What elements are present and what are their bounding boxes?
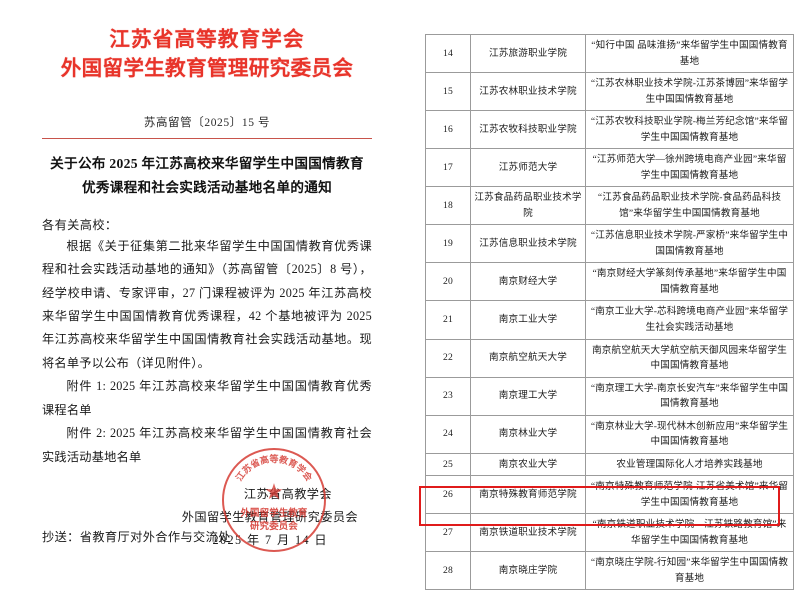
education-base-name-cell: “江苏信息职业技术学院-严家桥”来华留学生中国国情教育基地	[585, 224, 794, 264]
org-title-line-2: 外国留学生教育管理研究委员会	[60, 58, 354, 81]
education-base-name-cell: “南京林业大学-现代林木创新应用”来华留学生中国国情教育基地	[585, 414, 794, 454]
attachment-table-pane: 14 江苏旅游职业学院 “知行中国 品味淮扬”来华留学生中国国情教育基地 15 江苏农林…	[418, 0, 799, 600]
row-index-cell: 21	[425, 300, 471, 340]
education-base-name-cell: “知行中国 品味淮扬”来华留学生中国国情教育基地	[585, 33, 794, 74]
row-index-cell: 24	[425, 414, 471, 454]
red-divider-rule	[42, 138, 372, 140]
signature-line-1: 江苏省高教学会	[243, 487, 332, 501]
row-index-cell: 26	[425, 475, 471, 515]
education-base-name-cell: “江苏农林职业技术学院-江苏茶博园”来华留学生中国国情教育基地	[585, 72, 794, 112]
table-body: 14 江苏旅游职业学院 “知行中国 品味淮扬”来华留学生中国国情教育基地 15 江苏农林…	[425, 33, 794, 591]
institution-name-cell: 江苏信息职业技术学院	[470, 224, 586, 264]
table-row: 21 南京工业大学 “南京工业大学-芯科跨境电商产业园”来华留学生社会实践活动基地	[425, 300, 794, 340]
notice-title-line-1: 关于公布 2025 年江苏高校来华留学生中国国情教育	[50, 156, 364, 172]
table-row: 22 南京航空航天大学 南京航空航天大学航空航天御风园来华留学生中国国情教育基地	[425, 338, 794, 378]
table-row: 24 南京林业大学 “南京林业大学-现代林木创新应用”来华留学生中国国情教育基地	[425, 414, 794, 454]
table-row: 18 江苏食品药品职业技术学院 “江苏食品药品职业技术学院-食品药品科技馆”来华留学…	[425, 186, 794, 226]
table-row: 15 江苏农林职业技术学院 “江苏农林职业技术学院-江苏茶博园”来华留学生中国国情教…	[425, 72, 794, 112]
education-base-name-cell: 南京航空航天大学航空航天御风园来华留学生中国国情教育基地	[585, 338, 794, 378]
institution-name-cell: 南京工业大学	[470, 300, 586, 340]
education-base-name-cell: “江苏师范大学—徐州跨境电商产业园”来华留学生中国国情教育基地	[585, 148, 794, 188]
institution-name-cell: 南京晓庄学院	[470, 551, 586, 591]
institution-name-cell: 南京特殊教育师范学院	[470, 475, 586, 515]
education-base-name-cell: “南京晓庄学院-行知园”来华留学生中国国情教育基地	[585, 551, 794, 591]
education-base-name-cell: “南京工业大学-芯科跨境电商产业园”来华留学生社会实践活动基地	[585, 300, 794, 340]
signature-block: 江苏省高教学会 外国留学生教育管理研究委员会 2025 年 7 月 14 日	[42, 483, 372, 553]
document-number: 苏高留管〔2025〕15 号	[143, 117, 271, 130]
table-row: 25 南京农业大学 农业管理国际化人才培养实践基地	[425, 452, 794, 477]
notice-title: 关于公布 2025 年江苏高校来华留学生中国国情教育 优秀课程和社会实践活动基地…	[42, 152, 372, 200]
institution-name-cell: 江苏农牧科技职业学院	[470, 110, 586, 150]
table-row: 17 江苏师范大学 “江苏师范大学—徐州跨境电商产业园”来华留学生中国国情教育基地	[425, 148, 794, 188]
education-base-name-cell: “江苏食品药品职业技术学院-食品药品科技馆”来华留学生中国国情教育基地	[585, 186, 794, 226]
row-index-cell: 25	[425, 452, 471, 477]
institution-name-cell: 南京航空航天大学	[470, 338, 586, 378]
row-index-cell: 20	[425, 262, 471, 302]
signature-date: 2025 年 7 月 14 日	[212, 533, 328, 548]
notice-title-line-2: 优秀课程和社会实践活动基地名单的通知	[81, 180, 333, 195]
row-index-cell: 15	[425, 72, 471, 112]
table-row: 28 南京晓庄学院 “南京晓庄学院-行知园”来华留学生中国国情教育基地	[425, 551, 794, 591]
row-index-cell: 22	[425, 338, 471, 378]
carbon-copy-line: 抄送：省教育厅对外合作与交流处	[42, 530, 231, 544]
salutation: 各有关高校：	[42, 217, 118, 232]
institution-name-cell: 南京林业大学	[470, 414, 586, 454]
institution-name-cell: 南京铁道职业技术学院	[470, 513, 586, 553]
row-index-cell: 28	[425, 551, 471, 591]
institution-name-cell: 江苏农林职业技术学院	[470, 72, 586, 112]
row-index-cell: 17	[425, 148, 471, 188]
attachment-2-line: 附件 2: 2025 年江苏高校来华留学生中国国情教育社会实践活动基地名单	[42, 426, 372, 464]
institution-name-cell: 南京理工大学	[470, 376, 586, 416]
attachment-listing-table: 14 江苏旅游职业学院 “知行中国 品味淮扬”来华留学生中国国情教育基地 15 江苏农林…	[425, 33, 794, 591]
institution-name-cell: 江苏食品药品职业技术学院	[470, 186, 586, 226]
table-row: 19 江苏信息职业技术学院 “江苏信息职业技术学院-严家桥”来华留学生中国国情教育基…	[425, 224, 794, 264]
row-index-cell: 23	[425, 376, 471, 416]
institution-name-cell: 江苏旅游职业学院	[470, 33, 586, 74]
institution-name-cell: 江苏师范大学	[470, 148, 586, 188]
table-row: 27 南京铁道职业技术学院 “南京铁道职业技术学院—江苏铁路教育馆”来华留学生中国国…	[425, 513, 794, 553]
org-title-line-1: 江苏省高等教育学会	[109, 29, 305, 51]
table-row: 16 江苏农牧科技职业学院 “江苏农牧科技职业学院-梅兰芳纪念馆”来华留学生中国国情…	[425, 110, 794, 150]
row-index-cell: 18	[425, 186, 471, 226]
institution-name-cell: 南京农业大学	[470, 452, 586, 477]
body-paragraph: 根据《关于征集第二批来华留学生中国国情教育优秀课程和社会实践活动基地的通知》（苏…	[42, 238, 372, 370]
table-row: 23 南京理工大学 “南京理工大学-南京长安汽车”来华留学生中国国情教育基地	[425, 376, 794, 416]
table-row: 20 南京财经大学 “南京财经大学篆刻传承基地”来华留学生中国国情教育基地	[425, 262, 794, 302]
row-index-cell: 19	[425, 224, 471, 264]
education-base-name-cell: “南京铁道职业技术学院—江苏铁路教育馆”来华留学生中国国情教育基地	[585, 513, 794, 553]
education-base-name-cell: “南京特殊教育师范学院-江苏省美术馆”来华留学生中国国情教育基地	[585, 475, 794, 515]
notice-document: 江苏省高等教育学会 外国留学生教育管理研究委员会 苏高留管〔2025〕15 号 …	[42, 26, 372, 553]
signature-line-2: 外国留学生教育管理研究委员会	[181, 510, 358, 525]
row-index-cell: 27	[425, 513, 471, 553]
table-row: 14 江苏旅游职业学院 “知行中国 品味淮扬”来华留学生中国国情教育基地	[425, 33, 794, 74]
row-index-cell: 16	[425, 110, 471, 150]
row-index-cell: 14	[425, 33, 471, 74]
institution-name-cell: 南京财经大学	[470, 262, 586, 302]
education-base-name-cell: “南京财经大学篆刻传承基地”来华留学生中国国情教育基地	[585, 262, 794, 302]
education-base-name-cell: “江苏农牧科技职业学院-梅兰芳纪念馆”来华留学生中国国情教育基地	[585, 110, 794, 150]
education-base-name-cell: “南京理工大学-南京长安汽车”来华留学生中国国情教育基地	[585, 376, 794, 416]
issuing-organization-title: 江苏省高等教育学会 外国留学生教育管理研究委员会	[42, 26, 372, 84]
education-base-name-cell: 农业管理国际化人才培养实践基地	[585, 452, 794, 477]
attachment-1-line: 附件 1: 2025 年江苏高校来华留学生中国国情教育优秀课程名单	[42, 379, 372, 417]
table-row: 26 南京特殊教育师范学院 “南京特殊教育师范学院-江苏省美术馆”来华留学生中国国情…	[425, 475, 794, 515]
